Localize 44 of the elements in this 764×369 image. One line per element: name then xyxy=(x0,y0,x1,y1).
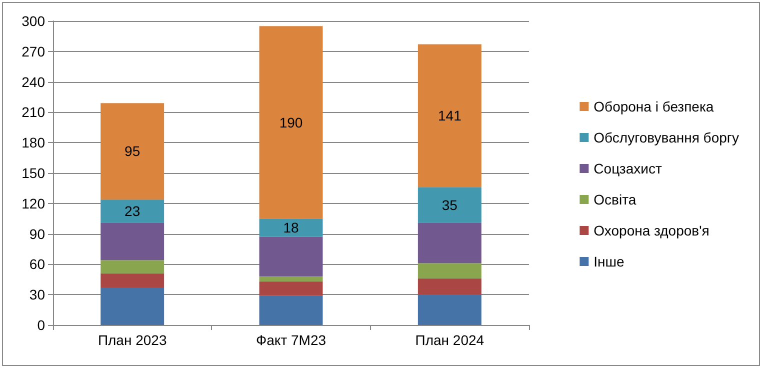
bar xyxy=(259,296,323,325)
y-tick-label: 180 xyxy=(22,134,46,151)
y-tick-label: 240 xyxy=(22,74,46,90)
data-label: 95 xyxy=(124,143,140,160)
y-tick-label: 0 xyxy=(37,317,46,333)
legend-label: Інше xyxy=(594,254,625,270)
bar xyxy=(259,218,323,237)
legend-label: Охорона здоров'я xyxy=(594,222,710,238)
data-label: 190 xyxy=(279,114,303,130)
bar xyxy=(100,273,164,288)
bar xyxy=(259,26,323,219)
y-tick-label: 270 xyxy=(22,43,46,60)
y-tick-label: 300 xyxy=(22,13,46,29)
bar xyxy=(100,288,164,325)
bar xyxy=(100,222,164,260)
bar xyxy=(418,294,482,325)
bar xyxy=(100,260,164,274)
y-tick-label: 60 xyxy=(29,256,46,272)
y-tick-label: 210 xyxy=(22,104,46,120)
legend-label: Соцзахист xyxy=(594,160,662,176)
x-tick-label: План 2024 xyxy=(415,332,484,348)
legend-label: Оборона і безпека xyxy=(594,98,714,114)
bar xyxy=(100,199,164,223)
x-tick-label: План 2023 xyxy=(98,332,167,348)
legend-label: Освіта xyxy=(594,192,636,208)
bar xyxy=(418,278,482,295)
bar xyxy=(418,44,482,188)
legend-label: Обслуговування боргу xyxy=(594,130,740,146)
bar xyxy=(418,222,482,264)
data-label: 141 xyxy=(438,108,462,124)
y-tick-label: 90 xyxy=(29,226,46,242)
x-tick-label: Факт 7М23 xyxy=(256,332,326,348)
bar xyxy=(418,263,482,278)
data-label: 18 xyxy=(283,220,299,236)
bar xyxy=(259,281,323,296)
data-label: 23 xyxy=(124,203,140,219)
bar xyxy=(259,236,323,276)
bar xyxy=(100,103,164,200)
y-tick-label: 120 xyxy=(22,195,46,212)
data-label: 35 xyxy=(442,196,458,213)
y-tick-label: 30 xyxy=(29,286,46,303)
bar xyxy=(418,187,482,223)
bar xyxy=(259,276,323,282)
y-tick-label: 150 xyxy=(22,165,46,181)
